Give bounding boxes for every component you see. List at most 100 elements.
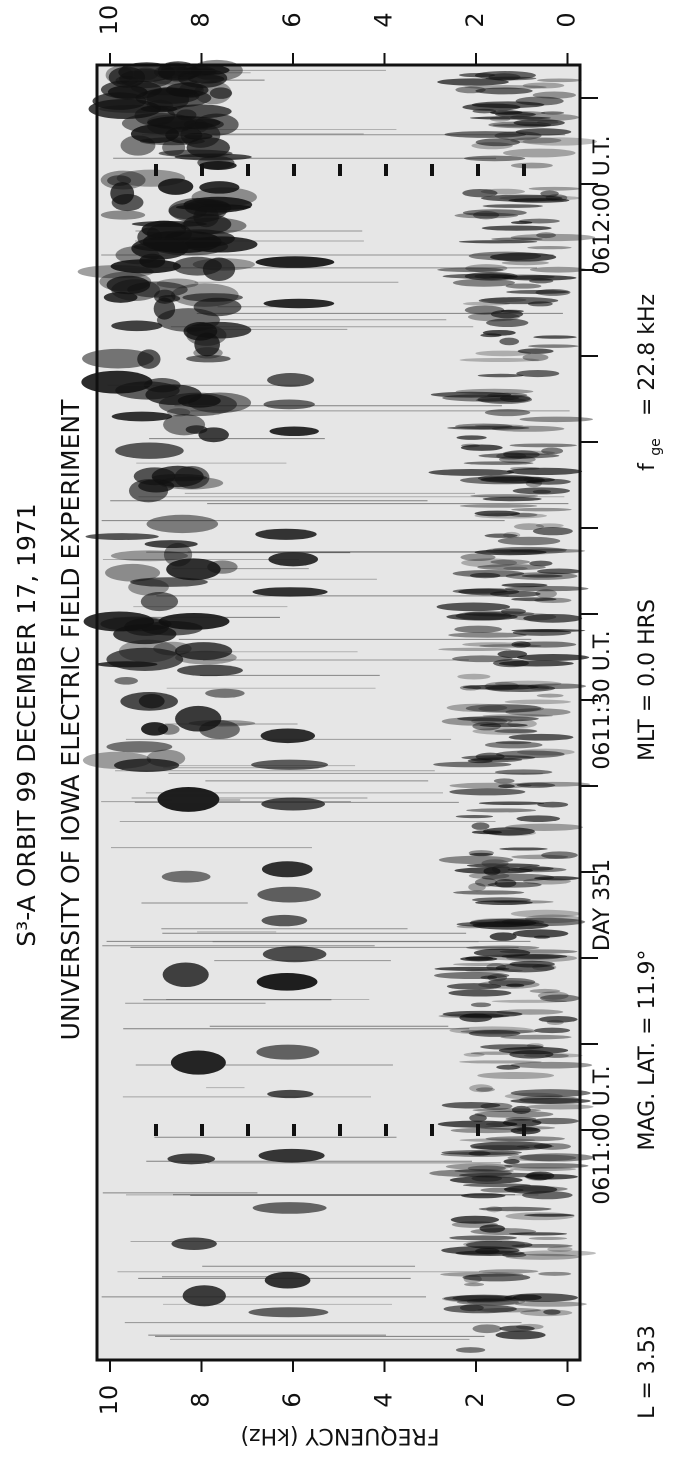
- emission: [460, 504, 537, 508]
- emission: [534, 876, 579, 880]
- emission: [463, 685, 539, 690]
- calibration-mark: [522, 164, 526, 176]
- emission: [474, 513, 547, 519]
- emission: [496, 1331, 546, 1340]
- calibration-mark: [476, 1124, 480, 1136]
- emission: [130, 577, 208, 587]
- figure-subtitle: UNIVERSITY OF IOWA ELECTRIC FIELD EXPERI…: [56, 399, 85, 1041]
- emission: [434, 967, 509, 971]
- emission: [495, 769, 552, 774]
- emission: [511, 597, 556, 601]
- emission: [255, 529, 316, 540]
- emission: [512, 1106, 531, 1114]
- emission: [506, 954, 577, 962]
- emission: [449, 1026, 534, 1034]
- calibration-mark: [292, 164, 296, 176]
- emission: [541, 851, 578, 859]
- emission: [115, 443, 184, 459]
- emission: [471, 1003, 491, 1008]
- emission: [114, 677, 138, 685]
- emission: [464, 1275, 482, 1283]
- emission: [251, 760, 328, 770]
- emission: [511, 234, 596, 241]
- emission: [256, 1045, 319, 1060]
- emission: [470, 757, 522, 762]
- emission: [539, 1016, 578, 1023]
- emission: [480, 976, 497, 980]
- emission: [81, 371, 152, 394]
- emission: [500, 1035, 571, 1040]
- emission: [106, 741, 172, 752]
- emission: [471, 918, 540, 926]
- emission: [157, 787, 219, 812]
- emission: [527, 246, 571, 249]
- emission: [437, 602, 510, 611]
- emission: [455, 423, 513, 429]
- emission: [475, 71, 536, 80]
- emission: [511, 508, 572, 512]
- emission: [493, 124, 550, 127]
- emission: [536, 523, 564, 527]
- emission: [504, 1185, 557, 1194]
- emission: [469, 1114, 487, 1122]
- emission: [256, 256, 335, 268]
- emission: [518, 348, 554, 353]
- calibration-mark: [430, 1124, 434, 1136]
- emission: [537, 79, 582, 83]
- emission: [507, 468, 582, 475]
- emission: [492, 865, 510, 874]
- emission: [270, 426, 319, 436]
- emission: [495, 879, 517, 888]
- emission: [171, 1051, 226, 1075]
- frequency-tick-label: 0: [553, 12, 581, 27]
- emission: [530, 267, 587, 273]
- emission: [147, 116, 220, 129]
- emission: [171, 1237, 216, 1249]
- emission: [158, 178, 193, 195]
- emission: [510, 443, 577, 447]
- emission: [505, 1212, 574, 1220]
- emission: [203, 258, 235, 281]
- emission: [452, 1221, 498, 1228]
- calibration-mark: [246, 1124, 250, 1136]
- emission: [482, 226, 552, 231]
- emission: [496, 1065, 520, 1070]
- emission: [533, 92, 576, 99]
- calibration-mark: [246, 164, 250, 176]
- emission: [479, 297, 558, 304]
- emission: [253, 1202, 327, 1214]
- emission: [457, 925, 487, 928]
- emission: [459, 1138, 535, 1141]
- emission: [517, 749, 575, 756]
- calibration-mark: [338, 1124, 342, 1136]
- emission: [499, 338, 519, 346]
- emission: [106, 648, 183, 671]
- emission: [152, 474, 207, 481]
- emission: [154, 290, 176, 304]
- emission: [511, 629, 585, 632]
- emission: [529, 187, 581, 191]
- emission: [498, 537, 561, 546]
- emission: [469, 853, 493, 856]
- parameter: L = 3.53: [635, 1325, 660, 1419]
- emission: [100, 617, 171, 632]
- emission: [510, 1062, 592, 1069]
- emission: [118, 62, 175, 82]
- emission: [448, 989, 511, 996]
- emission: [429, 469, 515, 476]
- emission: [476, 1087, 495, 1091]
- emission: [453, 890, 524, 894]
- emission: [449, 1235, 517, 1240]
- emission: [463, 1013, 504, 1018]
- emission: [163, 962, 209, 987]
- calibration-mark: [200, 1124, 204, 1136]
- emission: [519, 866, 554, 870]
- emission: [261, 797, 325, 810]
- emission: [546, 194, 568, 201]
- frequency-tick-label: 8: [187, 12, 215, 27]
- frequency-tick-label: 0: [553, 1392, 581, 1407]
- page: S³-A ORBIT 99 DECEMBER 17, 1971 UNIVERSI…: [0, 0, 681, 1457]
- emission: [533, 335, 577, 338]
- emission: [164, 543, 192, 567]
- emission: [456, 612, 512, 621]
